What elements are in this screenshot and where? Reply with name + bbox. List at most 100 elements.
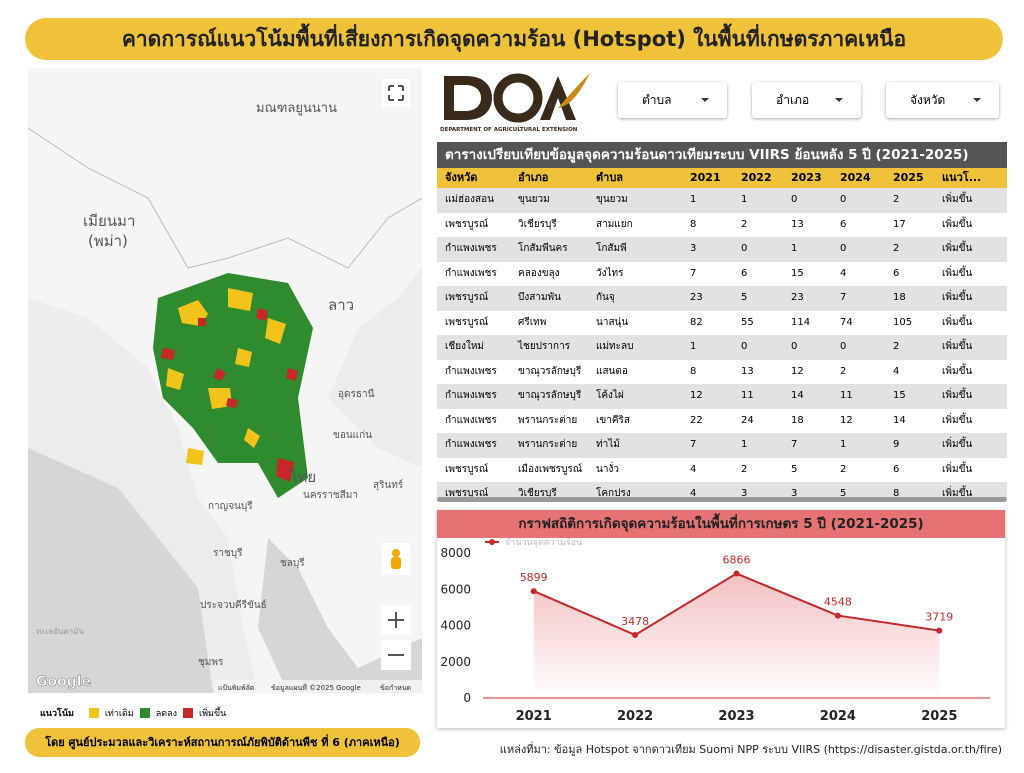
table-cell: สามแยก xyxy=(596,218,633,230)
table-cell: 18 xyxy=(893,292,906,303)
table-cell: บึงสามพัน xyxy=(518,292,561,303)
table-cell: 5 xyxy=(840,488,847,499)
point xyxy=(936,627,943,634)
filter-dropdown[interactable]: อำเภอ xyxy=(752,82,861,118)
map-label: ชุมพร xyxy=(198,657,224,668)
map-label: ลาว xyxy=(328,296,354,314)
table-cell: 82 xyxy=(690,316,703,328)
table-row: เชียงใหม่ ไชยปราการ แม่ทะลบ 1 0 0 0 2 เพิ่มขึ้น xyxy=(437,335,1007,360)
y-tick-label: 2000 xyxy=(440,655,471,669)
legend-item: เพิ่มขึ้น xyxy=(199,709,227,719)
legend-swatch xyxy=(183,708,194,718)
map-label: กาญจนบุรี xyxy=(208,500,253,512)
border xyxy=(28,127,422,269)
filter-dropdown[interactable]: ตำบล xyxy=(618,82,727,118)
table-cell: 1 xyxy=(791,243,798,254)
table-cell: เพชรบูรณ์ xyxy=(445,316,489,328)
attribution[interactable]: แป้นพิมพ์ลัด xyxy=(218,684,254,692)
table-cell: วิเชียรบุรี xyxy=(518,488,557,499)
logo-text: DEPARTMENT OF AGRICULTURAL EXTENSION xyxy=(440,127,578,133)
pegman-icon xyxy=(392,549,400,557)
map-label: ประจวบคีรีขันธ์ xyxy=(200,599,267,611)
table-cell: เพิ่มขึ้น xyxy=(942,243,973,254)
filter-dropdown[interactable]: จังหวัด xyxy=(886,82,999,118)
table-cell: 6 xyxy=(741,267,748,279)
legend-marker xyxy=(489,539,495,545)
table-row: กำแพงเพชร พรานกระต่าย เขาคีริส 22 24 18 12 14 เพ… xyxy=(437,408,1007,433)
table-cell: 7 xyxy=(840,292,847,303)
table-cell: เพิ่มขึ้น xyxy=(942,488,973,499)
table-cell: 8 xyxy=(690,218,697,230)
legend-title: แนวโน้ม xyxy=(40,709,74,719)
table-cell: เพิ่มขึ้น xyxy=(942,194,973,205)
table-cell: 6 xyxy=(840,218,847,230)
table-cell: 55 xyxy=(741,316,754,328)
table-cell: วังไทร xyxy=(596,267,624,279)
table-cell: นางั่ว xyxy=(596,463,619,475)
data-label: 3719 xyxy=(925,611,953,624)
table-cell: เพชรบูรณ์ xyxy=(445,463,489,475)
table-row: เพชรบูรณ์ วิเชียรบุรี สามแยก 8 2 13 6 17 เพิ่มขึ… xyxy=(437,212,1007,237)
table-cell: 23 xyxy=(791,292,804,303)
x-tick-label: 2025 xyxy=(921,709,957,724)
table-cell: 2 xyxy=(741,218,748,230)
map-label: ทะเลอันดามัน xyxy=(36,627,84,636)
legend-item: เท่าเดิม xyxy=(104,709,134,719)
table-cell: 105 xyxy=(893,316,913,328)
map-label: เมียนมา xyxy=(83,212,135,230)
table-cell: คลองขลุง xyxy=(518,267,560,279)
table-cell: โค้งไผ่ xyxy=(596,390,624,401)
table-cell: กำแพงเพชร xyxy=(445,365,497,377)
attribution[interactable]: ข้อกำหนด xyxy=(380,684,411,692)
google-logo: Google xyxy=(36,674,91,690)
y-tick-label: 8000 xyxy=(440,546,471,560)
table-cell: เพิ่มขึ้น xyxy=(942,463,973,475)
column-header: แนวโ... xyxy=(942,171,982,184)
table-cell: 2 xyxy=(893,194,900,205)
scrollbar[interactable] xyxy=(437,497,1007,502)
table-row: กำแพงเพชร โกสัมพีนคร โกสัมพี 3 0 1 0 2 เพิ่มขึ้น xyxy=(437,237,1007,262)
table-cell: เพชรบูรณ์ xyxy=(445,488,489,499)
map-label: ไทย xyxy=(289,468,316,486)
table-cell: ขุนยวม xyxy=(518,194,550,205)
data-label: 5899 xyxy=(520,571,548,584)
table-cell: 1 xyxy=(690,341,697,352)
fullscreen-button[interactable] xyxy=(382,79,410,107)
y-tick-label: 4000 xyxy=(440,619,471,633)
x-tick-label: 2022 xyxy=(617,709,653,724)
table-cell: 2 xyxy=(893,243,900,254)
table-cell: เพิ่มขึ้น xyxy=(942,292,973,303)
table-cell: 1 xyxy=(741,439,748,450)
table-cell: เพิ่มขึ้น xyxy=(942,341,973,352)
table-row: เพชรบูรณ์ วิเชียรบุรี โคกปรง 4 3 3 5 8 เพิ่มขึ้น xyxy=(437,482,1007,500)
table-cell: นาสนุ่น xyxy=(596,316,629,328)
table-cell: 5 xyxy=(741,292,748,303)
table-cell: 0 xyxy=(840,341,847,352)
table-cell: แสนตอ xyxy=(596,365,628,377)
table-cell: 3 xyxy=(791,488,798,499)
data-label: 3478 xyxy=(621,615,649,628)
logo-mark xyxy=(444,73,590,123)
table-cell: 0 xyxy=(741,341,748,352)
table-cell: 0 xyxy=(840,194,847,205)
table-cell: 12 xyxy=(791,365,804,377)
point xyxy=(834,612,841,619)
table-row: กำแพงเพชร ขาณุวรลักษบุรี แสนตอ 8 13 12 2 4 เพิ่ม… xyxy=(437,359,1007,384)
table-cell: 0 xyxy=(791,194,798,205)
column-header: 2024 xyxy=(840,171,871,184)
table-cell: 3 xyxy=(690,243,697,254)
table-cell: ขาณุวรลักษบุรี xyxy=(518,390,582,401)
table-cell: 18 xyxy=(791,414,804,426)
gulf xyxy=(258,538,422,693)
legend-swatch xyxy=(139,708,150,718)
map-label: อุดรธานี xyxy=(338,388,375,400)
credit: โดย ศูนย์ประมวลและวิเคราะห์สถานการณ์ภัยพ… xyxy=(25,728,420,757)
column-header: 2025 xyxy=(893,171,924,184)
table-cell: 11 xyxy=(741,390,754,401)
table-cell: 24 xyxy=(741,414,754,426)
table-title: ตารางเปรียบเทียบข้อมูลจุดความร้อนดาวเทีย… xyxy=(437,142,1007,168)
table-cell: 4 xyxy=(840,267,847,279)
table-cell: เพชรบูรณ์ xyxy=(445,218,489,230)
table-cell: 1 xyxy=(741,194,748,205)
